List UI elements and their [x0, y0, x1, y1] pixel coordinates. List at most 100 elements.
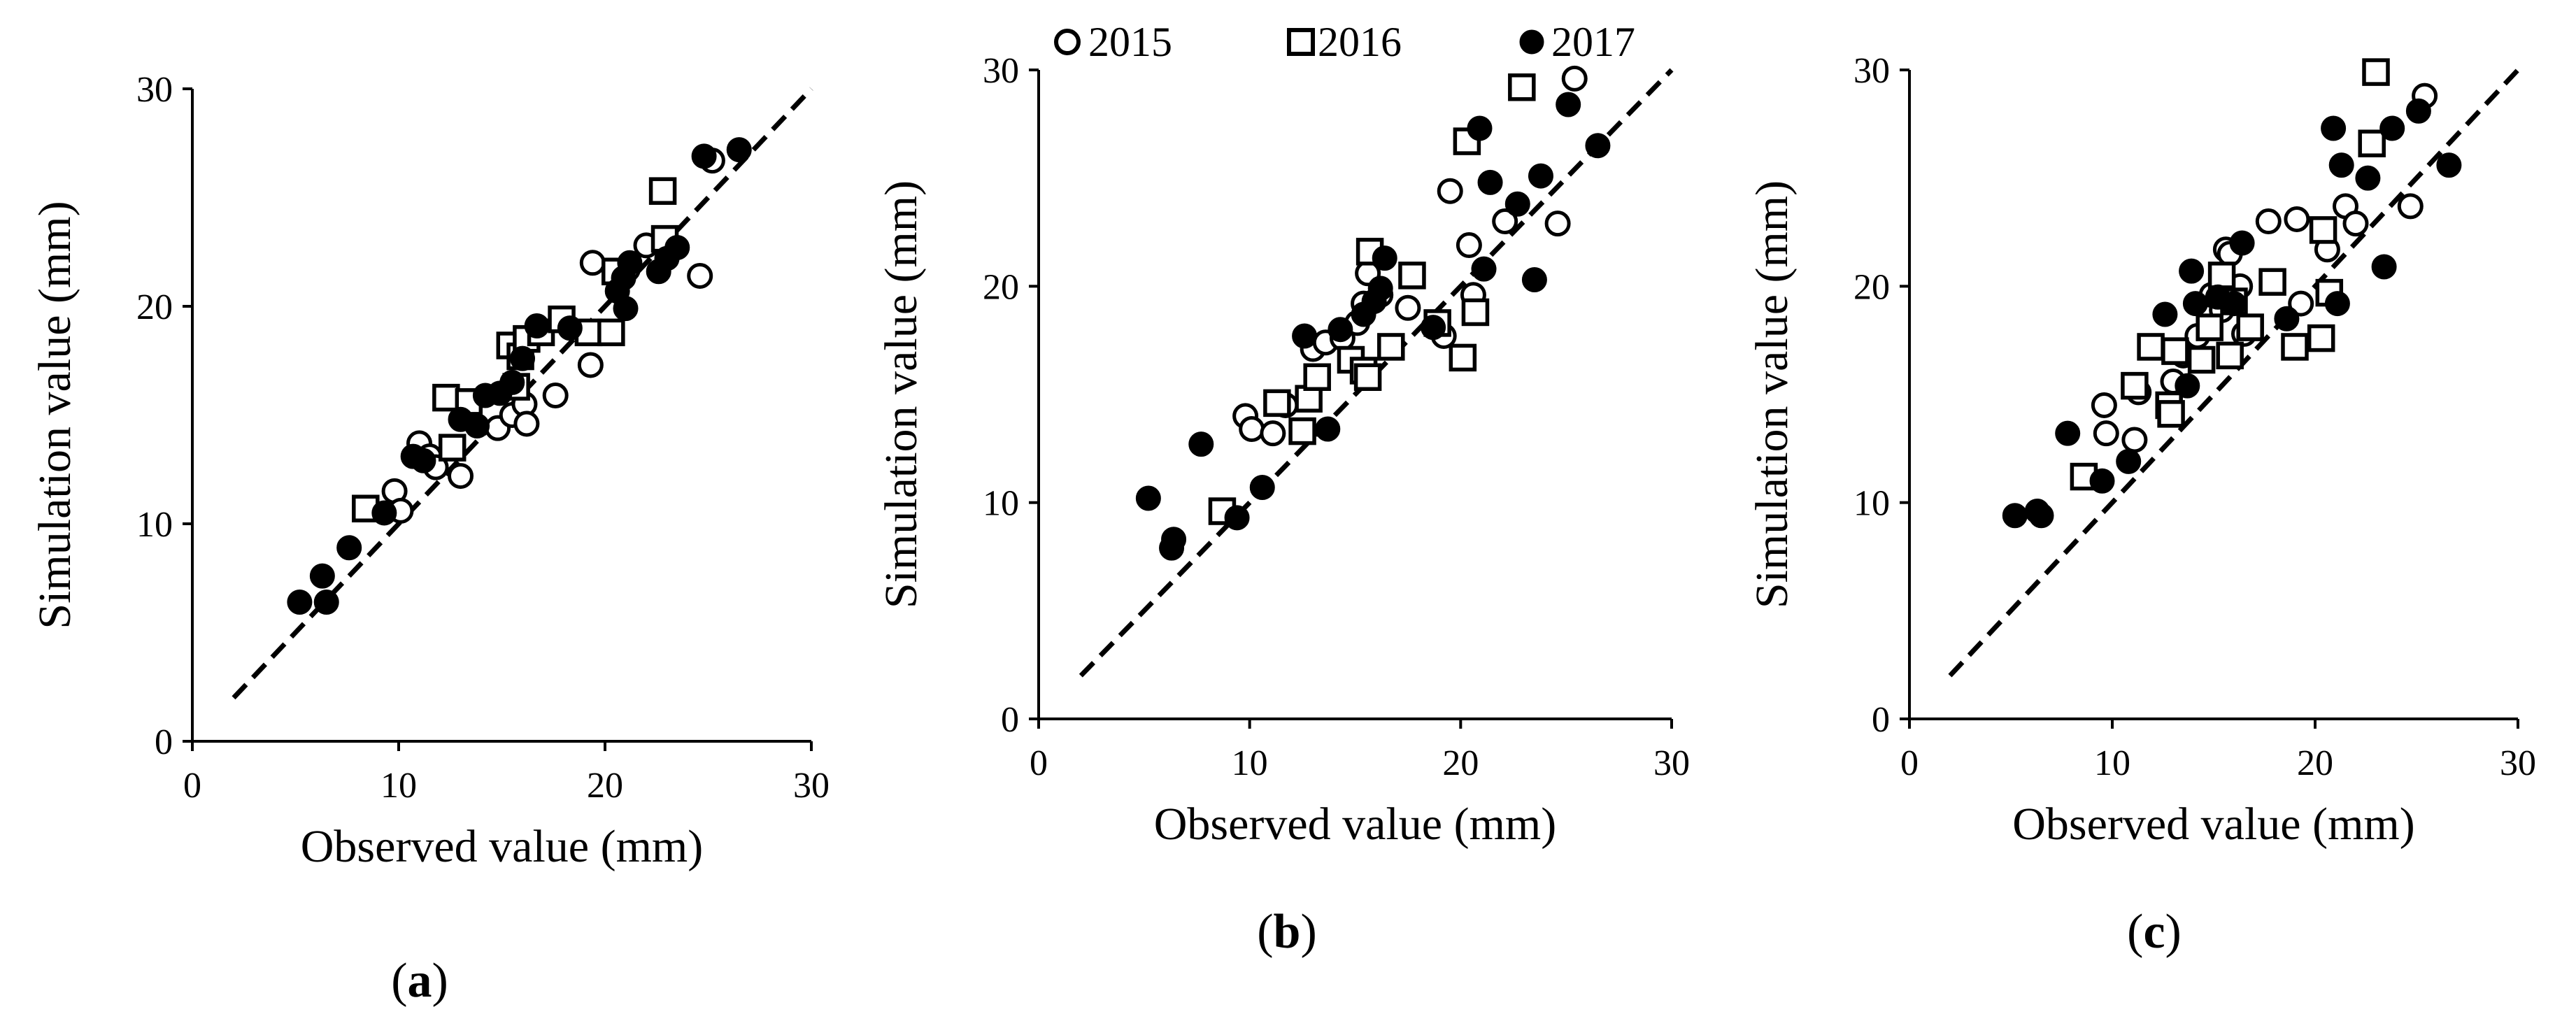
panel-a-x-tick-label: 20	[587, 766, 623, 806]
panel-a-point-2017	[726, 137, 752, 163]
legend-marker-2015	[1054, 29, 1081, 55]
panel-a-label: (a)	[391, 954, 448, 1008]
panel-c-y-tick-label: 20	[1853, 267, 1890, 307]
panel-c-point-2016	[2196, 313, 2223, 341]
panel-a-x-axis-title: Observed value (mm)	[301, 821, 703, 872]
panel-c-point-2015	[2255, 208, 2282, 235]
panel-b-y-tick-label: 0	[1001, 700, 1019, 740]
panel-b-point-2017	[1421, 315, 1446, 341]
panel-b-point-2015	[1492, 208, 1518, 235]
panel-b-y-tick-label: 10	[983, 484, 1019, 524]
panel-a-x-tick-label: 10	[380, 766, 417, 806]
panel-b-point-2016	[1449, 343, 1477, 372]
panel-c-point-2016	[2161, 337, 2189, 365]
panel-b-point-2017	[1528, 163, 1553, 189]
panel-c-x-tick-label: 10	[2094, 743, 2130, 783]
panel-a-y-tick-label: 30	[136, 70, 173, 110]
panel-b-point-2017	[1585, 133, 1611, 159]
panel-a-point-2017	[336, 535, 362, 561]
panel-c-point-2015	[2121, 427, 2148, 453]
panel-c-point-2017	[2371, 254, 2397, 280]
panel-b-point-2015	[1544, 210, 1571, 237]
legend-label-2017: 2017	[1551, 19, 1635, 65]
panel-b-point-2017	[1161, 527, 1187, 552]
panel-b-point-2016	[1508, 73, 1536, 101]
panel-a-y-tick-label: 10	[136, 505, 173, 545]
legend-marker-2016	[1287, 28, 1315, 56]
panel-b-y-tick-label: 20	[983, 267, 1019, 307]
panel-a-point-2015	[513, 411, 540, 437]
panel-c-point-2016	[2281, 333, 2309, 361]
panel-b-point-2017	[1521, 267, 1547, 293]
panel-b-point-2016	[1461, 298, 1490, 327]
panel-b-point-2016	[1263, 389, 1291, 417]
panel-c-point-2016	[2187, 345, 2216, 374]
panel-b-point-2017	[1367, 276, 1393, 301]
panel-b: 0 10 20 30 0 10 20 30 Observed value (mm) Simulat…	[876, 51, 1690, 959]
panel-a-point-2017	[557, 315, 583, 341]
panel-a: 0 10 20 30 0 10 20 30 Observed value (mm) Simulat…	[29, 70, 830, 1008]
panel-b-label: (b)	[1257, 905, 1317, 959]
panel-c-point-2017	[2321, 115, 2347, 141]
panel-c-point-2017	[2328, 152, 2354, 178]
panel-c-x-tick-label: 20	[2297, 743, 2333, 783]
panel-c-point-2017	[2379, 115, 2405, 141]
panel-c-point-2017	[2355, 165, 2381, 191]
panel-a-point-2017	[309, 563, 335, 589]
panel-b-point-2015	[1260, 420, 1286, 447]
panel-b-x-tick-label: 10	[1232, 743, 1268, 783]
panel-b-point-2017	[1372, 245, 1397, 271]
panel-c: 0 10 20 30 0 10 20 30 Observed value (mm) Simulat…	[1746, 51, 2536, 959]
panel-c-point-2017	[2182, 291, 2208, 317]
panel-c-point-2017	[2179, 258, 2205, 284]
panel-c-point-2017	[2324, 291, 2350, 317]
panel-b-point-2017	[1328, 317, 1353, 343]
panel-c-label: (c)	[2127, 905, 2182, 959]
panel-c-point-2015	[2342, 210, 2369, 237]
panel-c-y-axis-title: Simulation value (mm)	[1746, 180, 1798, 608]
panel-b-point-2015	[1239, 415, 1265, 442]
panel-c-point-2016	[2307, 324, 2335, 352]
panel-c-point-2016	[2236, 313, 2264, 341]
panel-b-point-2016	[1398, 262, 1426, 290]
panel-c-point-2015	[2091, 392, 2117, 418]
panel-a-y-axis-title: Simulation value (mm)	[29, 201, 80, 629]
panel-a-point-2016	[438, 434, 467, 462]
panel-a-point-2015	[448, 463, 474, 490]
panel-c-y-tick-label: 30	[1853, 51, 1890, 91]
panel-b-x-axis-title: Observed value (mm)	[1154, 799, 1556, 850]
panel-c-point-2015	[2284, 206, 2310, 232]
panel-c-point-2017	[2175, 373, 2200, 399]
panel-c-point-2017	[2274, 306, 2300, 331]
panel-b-x-tick-label: 0	[1030, 743, 1048, 783]
panel-c-point-2016	[2137, 333, 2165, 361]
panel-c-y-tick-label: 10	[1853, 484, 1890, 524]
panel-a-point-2015	[542, 383, 569, 409]
panel-c-point-2017	[2152, 301, 2178, 327]
panel-a-point-2017	[613, 296, 639, 322]
panel-c-point-2017	[2221, 291, 2247, 317]
panel-b-point-2015	[1437, 178, 1463, 204]
legend-marker-2017	[1519, 29, 1544, 55]
panel-c-point-2015	[2397, 193, 2424, 220]
panel-c-point-2016	[2362, 58, 2390, 86]
panel-a-point-2017	[371, 500, 397, 526]
panel-a-point-2017	[411, 448, 436, 473]
panel-c-point-2017	[2055, 420, 2081, 446]
panel-a-y-tick-label: 20	[136, 287, 173, 327]
panel-c-point-2017	[2436, 152, 2462, 178]
panel-a-x-tick-label: 30	[793, 766, 830, 806]
panel-b-x-tick-label: 30	[1653, 743, 1690, 783]
panel-b-point-2015	[1456, 232, 1482, 259]
panel-a-point-2017	[313, 589, 339, 615]
panel-b-point-2015	[1561, 65, 1588, 92]
panel-b-point-2016	[1353, 363, 1382, 392]
panel-c-point-2016	[2358, 129, 2386, 157]
panel-b-point-2017	[1315, 416, 1341, 442]
panel-b-point-2017	[1477, 169, 1503, 195]
panel-b-point-2017	[1556, 92, 1581, 117]
panel-c-point-2017	[2116, 448, 2142, 474]
panel-b-point-2017	[1471, 256, 1497, 282]
panel-b-point-2017	[1467, 115, 1493, 141]
